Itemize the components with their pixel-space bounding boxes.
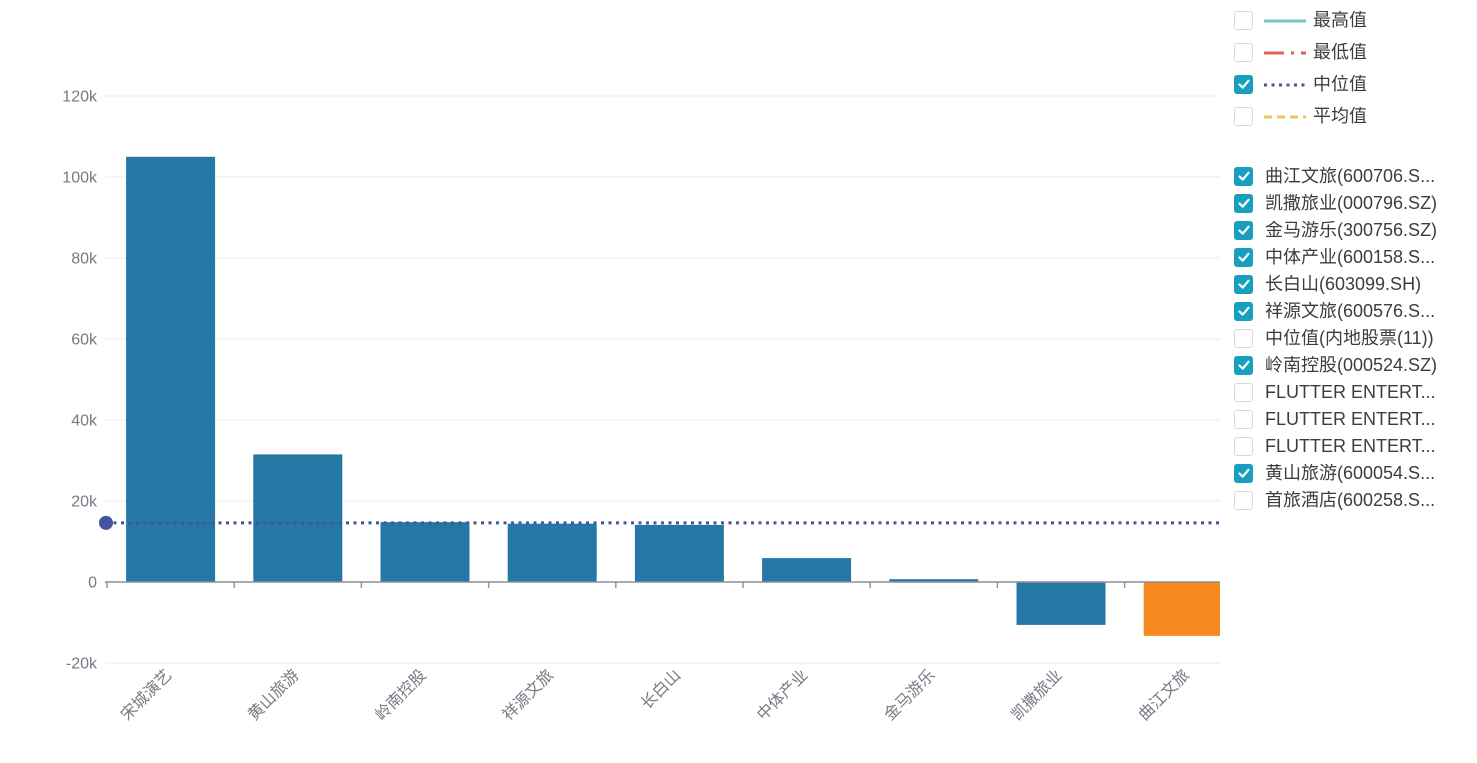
legend-series-label[interactable]: 曲江文旅(600706.S...	[1265, 167, 1436, 186]
legend-series-row[interactable]: 长白山(603099.SH)	[1234, 275, 1437, 294]
legend-stat-row[interactable]: 中位值	[1234, 75, 1367, 94]
bar-黄山旅游[interactable]	[253, 454, 343, 582]
x-axis-label: 宋城演艺	[117, 666, 175, 724]
legend-stat-label[interactable]: 平均值	[1313, 107, 1367, 126]
legend-series-label[interactable]: 长白山(603099.SH)	[1265, 275, 1422, 294]
bar-祥源文旅[interactable]	[507, 523, 597, 582]
x-axis-label: 祥源文旅	[499, 666, 557, 724]
legend-line-icon	[1264, 83, 1306, 86]
check-icon	[1237, 306, 1250, 316]
checkbox[interactable]	[1234, 43, 1253, 62]
legend-series-row[interactable]: FLUTTER ENTERT...	[1234, 383, 1437, 402]
legend-stat-row[interactable]: 最低值	[1234, 43, 1367, 62]
check-icon	[1237, 171, 1250, 181]
bar-中体产业[interactable]	[762, 558, 852, 582]
x-axis-label: 岭南控股	[372, 666, 430, 724]
bar-宋城演艺[interactable]	[126, 156, 216, 583]
checkbox[interactable]	[1234, 329, 1253, 348]
legend-series-label[interactable]: FLUTTER ENTERT...	[1265, 383, 1436, 402]
x-axis-label: 中体产业	[753, 666, 811, 724]
checkbox[interactable]	[1234, 383, 1253, 402]
bar-凯撒旅业[interactable]	[1016, 582, 1106, 625]
legend-series-label[interactable]: 中位值(内地股票(11))	[1265, 329, 1434, 348]
bar-长白山[interactable]	[634, 524, 724, 582]
legend-series-row[interactable]: 祥源文旅(600576.S...	[1234, 302, 1437, 321]
legend-line-icon	[1264, 51, 1306, 54]
legend-series-row[interactable]: FLUTTER ENTERT...	[1234, 410, 1437, 429]
legend-series-row[interactable]: 中位值(内地股票(11))	[1234, 329, 1437, 348]
legend-stat-label[interactable]: 最高值	[1313, 11, 1367, 30]
y-axis-label: -20k	[66, 656, 98, 673]
legend-series-label[interactable]: 祥源文旅(600576.S...	[1265, 302, 1436, 321]
legend-series-row[interactable]: FLUTTER ENTERT...	[1234, 437, 1437, 456]
checkbox[interactable]	[1234, 75, 1253, 94]
check-icon	[1237, 252, 1250, 262]
legend-series-row[interactable]: 中体产业(600158.S...	[1234, 248, 1437, 267]
legend-series-label[interactable]: 凯撒旅业(000796.SZ)	[1265, 194, 1438, 213]
legend-series-row[interactable]: 金马游乐(300756.SZ)	[1234, 221, 1437, 240]
legend-stats-group: 最高值 最低值 中位值	[1234, 11, 1367, 126]
check-icon	[1237, 79, 1250, 89]
legend-series-group: 曲江文旅(600706.S... 凯撒旅业(000796.SZ) 金马游乐(30…	[1234, 167, 1437, 510]
checkbox[interactable]	[1234, 194, 1253, 213]
checkbox[interactable]	[1234, 437, 1253, 456]
bar-岭南控股[interactable]	[380, 522, 470, 582]
check-icon	[1237, 279, 1250, 289]
checkbox[interactable]	[1234, 11, 1253, 30]
legend-series-row[interactable]: 岭南控股(000524.SZ)	[1234, 356, 1437, 375]
legend-line-icon	[1264, 115, 1306, 118]
bars-group	[126, 156, 1232, 636]
checkbox[interactable]	[1234, 491, 1253, 510]
check-icon	[1237, 225, 1250, 235]
median-dot[interactable]	[99, 515, 113, 530]
y-axis-label: 120k	[62, 89, 98, 106]
y-axis-label: 0	[88, 575, 97, 592]
legend-series-row[interactable]: 首旅酒店(600258.S...	[1234, 491, 1437, 510]
legend-series-label[interactable]: 首旅酒店(600258.S...	[1265, 491, 1436, 510]
y-axis-label: 20k	[71, 494, 98, 511]
checkbox[interactable]	[1234, 167, 1253, 186]
legend-line-icon	[1264, 19, 1306, 22]
check-icon	[1237, 468, 1250, 478]
checkbox[interactable]	[1234, 248, 1253, 267]
legend-stat-row[interactable]: 最高值	[1234, 11, 1367, 30]
legend-series-label[interactable]: 岭南控股(000524.SZ)	[1265, 356, 1438, 375]
legend-series-row[interactable]: 曲江文旅(600706.S...	[1234, 167, 1437, 186]
checkbox[interactable]	[1234, 464, 1253, 483]
legend-series-label[interactable]: 黄山旅游(600054.S...	[1265, 464, 1436, 483]
bar-金马游乐[interactable]	[889, 579, 979, 582]
checkbox[interactable]	[1234, 275, 1253, 294]
checkbox[interactable]	[1234, 107, 1253, 126]
legend-series-label[interactable]: 金马游乐(300756.SZ)	[1265, 221, 1438, 240]
checkbox[interactable]	[1234, 302, 1253, 321]
x-axis-label: 黄山旅游	[245, 666, 303, 724]
y-axis-label: 80k	[71, 251, 98, 268]
legend-stat-row[interactable]: 平均值	[1234, 107, 1367, 126]
bar-曲江文旅[interactable]	[1143, 582, 1232, 636]
checkbox[interactable]	[1234, 410, 1253, 429]
checkbox[interactable]	[1234, 221, 1253, 240]
y-axis-label: 100k	[62, 170, 98, 187]
legend-panel: 最高值 最低值 中位值	[1234, 0, 1477, 763]
x-axis-label: 金马游乐	[881, 666, 939, 724]
legend-series-row[interactable]: 黄山旅游(600054.S...	[1234, 464, 1437, 483]
legend-stat-label[interactable]: 中位值	[1313, 75, 1367, 94]
x-axis-label: 凯撒旅业	[1008, 666, 1066, 724]
check-icon	[1237, 360, 1250, 370]
legend-series-label[interactable]: FLUTTER ENTERT...	[1265, 410, 1436, 429]
y-axis-label: 60k	[71, 332, 98, 349]
x-axis-label: 长白山	[638, 666, 685, 713]
legend-series-label[interactable]: FLUTTER ENTERT...	[1265, 437, 1436, 456]
legend-stat-label[interactable]: 最低值	[1313, 43, 1367, 62]
checkbox[interactable]	[1234, 356, 1253, 375]
legend-series-row[interactable]: 凯撒旅业(000796.SZ)	[1234, 194, 1437, 213]
check-icon	[1237, 198, 1250, 208]
bar-chart: -20k 0 20k 40k 60k 80k 100k 120k 宋城演艺 黄山旅游 岭南控股 祥源文…	[62, 89, 1232, 724]
x-axis-label: 曲江文旅	[1135, 666, 1193, 724]
y-axis-label: 40k	[71, 413, 98, 430]
legend-series-label[interactable]: 中体产业(600158.S...	[1265, 248, 1436, 267]
